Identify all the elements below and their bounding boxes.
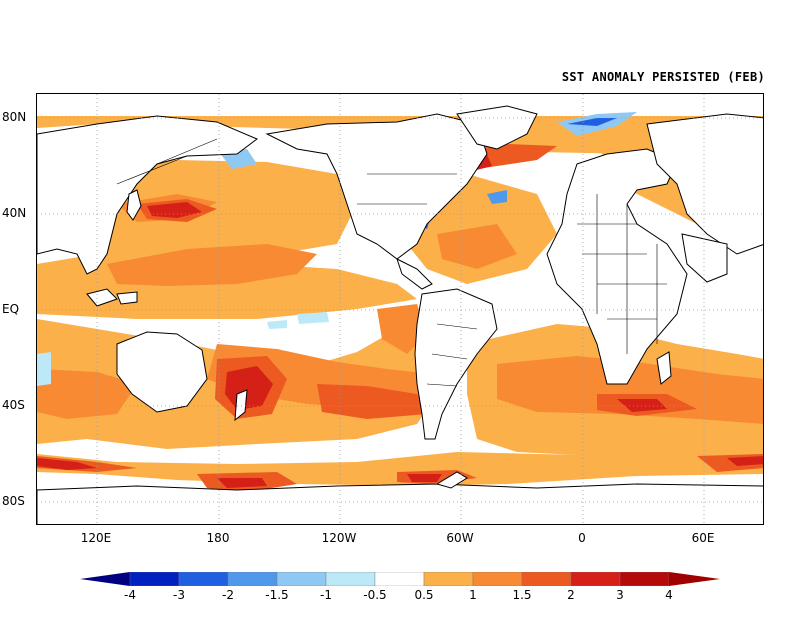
colorbar-swatch bbox=[276, 572, 327, 586]
lon-label-180: 180 bbox=[206, 531, 230, 545]
lat-label-80s: 80S bbox=[2, 494, 25, 508]
japan bbox=[126, 189, 142, 221]
colorbar-swatch bbox=[178, 572, 229, 586]
colorbar-tick-label: 2 bbox=[567, 588, 575, 602]
colorbar-tick-label: 1 bbox=[469, 588, 477, 602]
continents bbox=[37, 105, 763, 524]
colorbar-tick-label: -1 bbox=[320, 588, 332, 602]
colorbar-swatch bbox=[570, 572, 621, 586]
lat-label-eq: EQ bbox=[2, 302, 20, 316]
southeast-asia-islands bbox=[86, 288, 138, 307]
colorbar-tick-label: -3 bbox=[173, 588, 185, 602]
colorbar-swatch bbox=[423, 572, 474, 586]
colorbar-over-triangle bbox=[669, 572, 720, 586]
colorbar-swatch bbox=[619, 572, 670, 586]
colorbar bbox=[80, 572, 720, 586]
sst-map bbox=[37, 94, 763, 524]
lon-label-120w: 120W bbox=[321, 531, 357, 545]
graticule bbox=[37, 94, 763, 524]
madagascar bbox=[656, 351, 672, 385]
lat-label-80n: 80N bbox=[2, 110, 27, 124]
map-title: SST ANOMALY PERSISTED (FEB) bbox=[561, 70, 765, 84]
new-zealand bbox=[234, 389, 248, 422]
australia bbox=[116, 331, 208, 413]
colorbar-tick-label: 1.5 bbox=[512, 588, 532, 602]
colorbar-under-triangle bbox=[80, 572, 130, 586]
colorbar-tick-label: -2 bbox=[222, 588, 234, 602]
colorbar-tick-label: 4 bbox=[665, 588, 673, 602]
antarctic-peninsula bbox=[435, 471, 468, 489]
colorbar-swatch bbox=[227, 572, 278, 586]
arabia bbox=[681, 233, 728, 283]
colorbar-tick-label: -1.5 bbox=[265, 588, 289, 602]
lon-label-60w: 60W bbox=[446, 531, 474, 545]
colorbar-swatches bbox=[80, 572, 720, 586]
south-america bbox=[414, 288, 498, 440]
map-frame bbox=[36, 93, 764, 525]
lon-label-60e: 60E bbox=[691, 531, 715, 545]
central-america bbox=[396, 258, 433, 290]
colorbar-swatch bbox=[325, 572, 376, 586]
greenland bbox=[456, 105, 538, 150]
colorbar-tick-label: 3 bbox=[616, 588, 624, 602]
lon-label-120e: 120E bbox=[80, 531, 112, 545]
lat-label-40s: 40S bbox=[2, 398, 25, 412]
lat-label-40n: 40N bbox=[2, 206, 27, 220]
colorbar-swatch bbox=[472, 572, 523, 586]
colorbar-tick-label: -4 bbox=[124, 588, 136, 602]
colorbar-tick-label: -0.5 bbox=[363, 588, 387, 602]
antarctica bbox=[37, 483, 763, 524]
north-america bbox=[265, 113, 488, 260]
colorbar-tick-label: 0.5 bbox=[414, 588, 434, 602]
country-borders bbox=[116, 138, 667, 387]
colorbar-swatch bbox=[374, 572, 425, 586]
asia-landmass bbox=[37, 115, 258, 275]
colorbar-swatch bbox=[129, 572, 180, 586]
lon-label-0: 0 bbox=[578, 531, 586, 545]
colorbar-swatch bbox=[521, 572, 572, 586]
